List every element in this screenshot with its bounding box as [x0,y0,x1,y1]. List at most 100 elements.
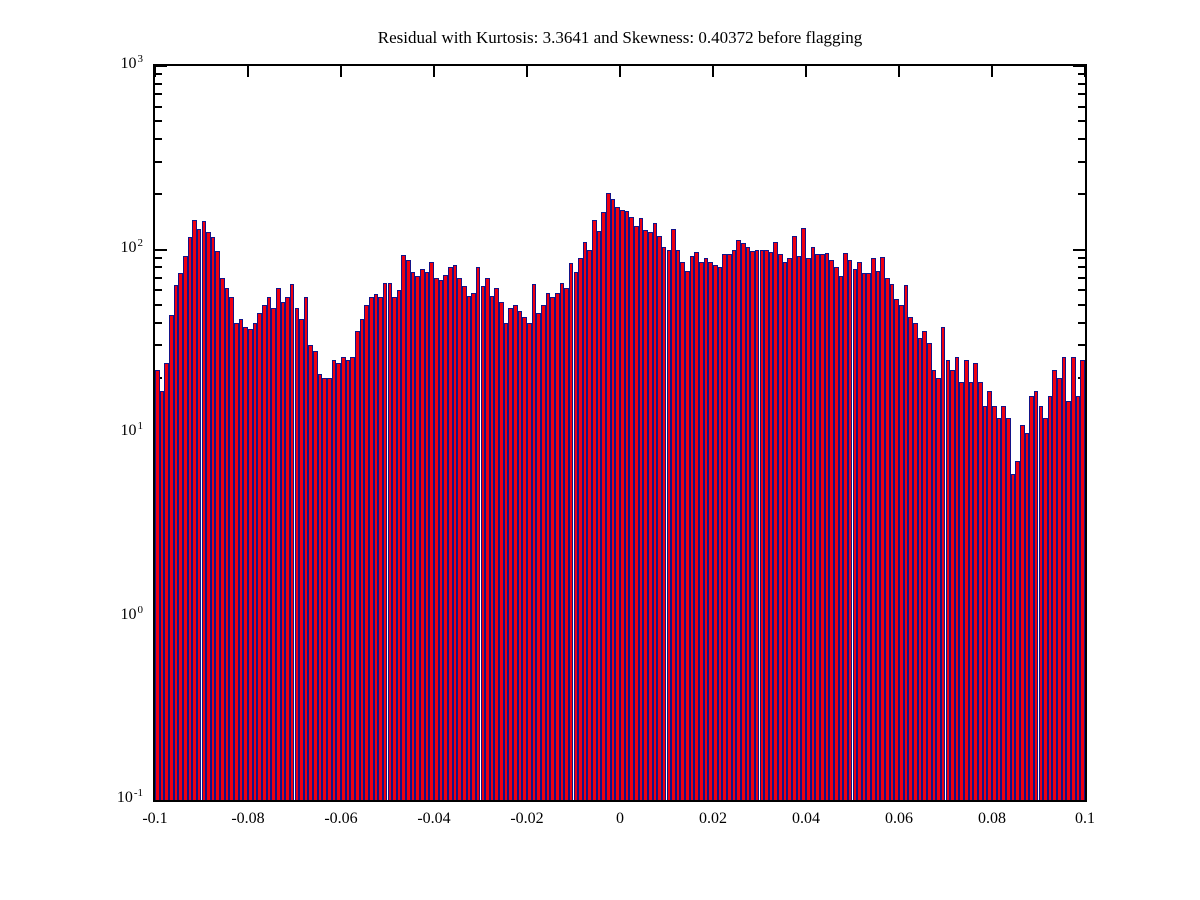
histogram-bar [401,255,407,800]
histogram-bar [238,318,244,800]
histogram-bar [633,225,639,800]
histogram-bar [1061,356,1067,800]
axis-tick [155,82,162,85]
histogram-bar [675,250,681,800]
histogram-bar [299,318,304,800]
y-tick-exponent: 1 [137,420,144,432]
histogram-bar [912,322,918,800]
y-tick-base: 10 [116,789,133,806]
histogram-bar [987,390,992,800]
histogram-bar [220,277,225,800]
histogram-bar [764,249,769,800]
histogram-bar [647,231,653,800]
histogram-bar [364,304,369,800]
histogram-bar [722,253,727,800]
axis-tick [155,344,162,347]
histogram-bar [917,337,923,800]
histogram-bar [754,250,760,800]
axis-tick [1084,789,1086,800]
axis-tick [1078,289,1085,292]
axis-tick [1078,93,1085,96]
histogram-bar [201,220,207,800]
histogram-bar [457,277,462,800]
histogram-bar [317,373,323,800]
axis-tick [1078,105,1085,108]
axis-tick [1078,303,1085,306]
axis-tick [1078,120,1085,123]
histogram-bar [1052,370,1058,800]
histogram-bar [387,282,393,800]
histogram-bar [206,231,211,800]
x-tick-label: -0.02 [510,810,544,827]
histogram-bar [1001,406,1006,800]
histogram-bar [903,285,909,800]
histogram-bar [638,218,644,800]
histogram-bar [415,275,421,800]
axis-tick [1078,256,1085,259]
histogram-bar [350,356,355,800]
histogram-bar [336,363,341,800]
histogram-bar [661,247,667,800]
histogram-bar [615,207,620,800]
histogram-bar [499,301,504,800]
histogram-bar [1019,425,1025,800]
histogram-bar [429,262,434,800]
histogram-bar [392,297,397,800]
histogram-bar [178,273,183,800]
x-tick-label: 0.08 [978,810,1006,827]
histogram-bar [261,304,267,800]
histogram-bar [778,253,783,800]
histogram-bar [331,359,337,800]
histogram-bar [689,256,695,800]
histogram-bar [592,219,597,800]
axis-tick [247,66,249,77]
histogram-bar [601,212,607,800]
axis-tick [154,66,156,77]
histogram-bar [424,272,430,800]
histogram-bar [461,286,467,800]
histogram-bar [740,243,746,800]
histogram-bar [1033,390,1039,800]
histogram-bar [173,285,179,800]
histogram-bar [368,297,374,800]
histogram-bar [275,287,281,800]
axis-tick [155,138,162,141]
y-tick-exponent: -1 [133,787,143,799]
histogram-bar [666,250,672,800]
histogram-bar [341,356,346,800]
axis-tick [805,66,807,77]
histogram-bar [926,342,932,800]
histogram-bar [866,273,872,800]
histogram-bar [978,381,983,800]
histogram-bar [1080,359,1085,800]
chart-title: Residual with Kurtosis: 3.3641 and Skewn… [377,28,863,47]
histogram-bar [885,277,890,800]
histogram-bar [889,283,895,800]
histogram-bar [215,251,221,800]
y-tick-exponent: 2 [137,236,144,249]
histogram-bar [745,247,751,800]
histogram-bar [703,257,709,800]
axis-tick [1073,248,1085,251]
histogram-bar [266,297,272,800]
histogram-bar [248,328,253,800]
histogram-bar [968,381,974,800]
histogram-bar [196,229,202,800]
histogram-bar [155,370,160,800]
histogram-bar [982,406,988,800]
histogram-bar [629,217,634,800]
histogram-bar [192,219,197,800]
histogram-bar [782,261,788,800]
histogram-bar [280,301,286,800]
histogram-bar [452,265,458,800]
histogram-bar [1024,433,1030,800]
histogram-bar [750,251,755,800]
histogram-bar [815,253,820,800]
axis-tick [1078,276,1085,279]
histogram-bar [410,272,416,800]
histogram-bar [708,262,713,800]
histogram-bar [471,292,476,800]
histogram-bar [1071,356,1076,800]
histogram-bar [406,259,411,800]
histogram-bar [880,257,886,800]
